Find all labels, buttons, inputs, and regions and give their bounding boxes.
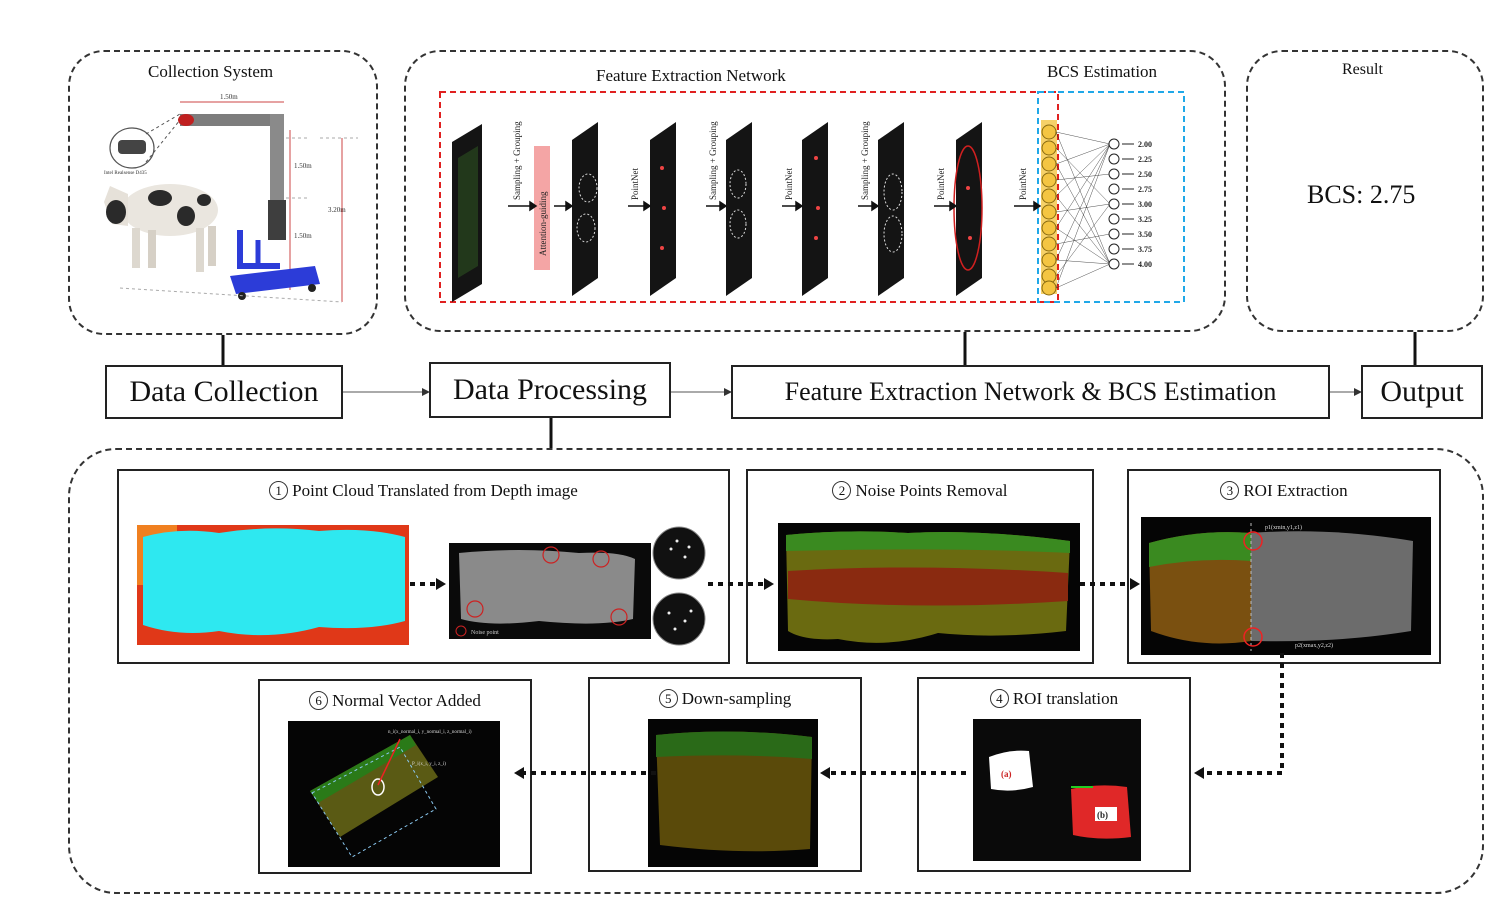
bcs-out-8: 4.00 <box>1138 260 1152 269</box>
rig-label-width: 1.50m <box>220 93 238 101</box>
step-1-label: Point Cloud Translated from Depth image <box>292 481 578 500</box>
step-1-panel: 1 Point Cloud Translated from Depth image… <box>117 469 730 664</box>
stage-output: Output <box>1361 365 1483 419</box>
roi-tag-a: (a) <box>1001 769 1012 779</box>
feature-network-diagram: Attention-guiding Sampling + Grouping Po… <box>439 91 1185 303</box>
step-4-label: ROI translation <box>1012 689 1119 708</box>
collection-rig-illustration: 1.50m 1.50m 1.50m 3.20m Intel Realsense … <box>104 93 358 303</box>
rig-label-upper: 1.50m <box>294 162 312 170</box>
step-5-panel: 5 Down-sampling <box>588 677 862 872</box>
bcs-out-7: 3.75 <box>1138 245 1152 254</box>
camera-label: Intel Realsense D435 <box>104 171 147 176</box>
step-2-panel: 2 Noise Points Removal <box>746 469 1094 664</box>
step-1-number: 1 <box>269 481 289 500</box>
feature-network-panel <box>404 50 1226 332</box>
step-2-title: 2 Noise Points Removal <box>748 481 1092 501</box>
net-label-pn3: PointNet <box>936 167 946 200</box>
result-value: BCS: 2.75 <box>1307 180 1416 209</box>
step-3-number: 3 <box>1220 481 1240 500</box>
step-3-panel: 3 ROI Extraction p1(xmin,y1,z1) p2(xmax,y… <box>1127 469 1441 664</box>
step-5-graphics <box>648 719 818 867</box>
collection-system-title: Collection System <box>148 62 274 81</box>
step-4-graphics: (a) (b) <box>973 719 1141 861</box>
bcs-out-4: 3.00 <box>1138 200 1152 209</box>
step-1-graphics: Noise point <box>137 525 706 646</box>
rig-label-lower: 1.50m <box>294 232 312 240</box>
step-5-number: 5 <box>658 689 678 708</box>
bcs-out-1: 2.25 <box>1138 155 1152 164</box>
stage-feature-bcs: Feature Extraction Network & BCS Estimat… <box>731 365 1330 419</box>
step-6-title: 6 Normal Vector Added <box>260 691 530 711</box>
roi-tag-b: (b) <box>1097 810 1108 820</box>
step-2-graphics <box>778 523 1080 651</box>
stage-data-collection: Data Collection <box>105 365 343 419</box>
step-2-label: Noise Points Removal <box>855 481 1008 500</box>
result-title: Result <box>1342 61 1383 78</box>
collection-system-panel <box>68 50 378 335</box>
attention-label: Attention-guiding <box>538 191 548 256</box>
net-label-sg2: Sampling + Grouping <box>708 121 718 200</box>
feature-network-title: Feature Extraction Network <box>596 66 786 85</box>
cow-illustration <box>104 184 218 272</box>
noise-legend: Noise point <box>471 630 499 636</box>
step-4-panel: 4 ROI translation (a) (b) <box>917 677 1191 872</box>
roi-point-1: p1(xmin,y1,z1) <box>1265 524 1302 531</box>
net-label-sg3: Sampling + Grouping <box>860 121 870 200</box>
normal-vector-label: n_i(x_normal_i, y_normal_i, z_normal_i) <box>388 730 472 735</box>
step-2-number: 2 <box>832 481 852 500</box>
step-5-label: Down-sampling <box>681 689 792 708</box>
step-4-number: 4 <box>989 689 1009 708</box>
step-6-number: 6 <box>309 691 329 710</box>
stage-data-processing: Data Processing <box>429 362 671 418</box>
step-3-graphics: p1(xmin,y1,z1) p2(xmax,y2,z2) <box>1141 517 1431 655</box>
net-label-pn2: PointNet <box>784 167 794 200</box>
rig-label-height: 3.20m <box>328 206 346 214</box>
net-label-pn4: PointNet <box>1018 167 1028 200</box>
bcs-out-6: 3.50 <box>1138 230 1152 239</box>
bcs-out-0: 2.00 <box>1138 140 1152 149</box>
net-label-sg1: Sampling + Grouping <box>512 121 522 200</box>
roi-point-2: p2(xmax,y2,z2) <box>1295 642 1333 649</box>
step-6-panel: 6 Normal Vector Added n_i(x_normal_i, y_n… <box>258 679 532 874</box>
step-6-label: Normal Vector Added <box>332 691 481 710</box>
step-6-graphics: n_i(x_normal_i, y_normal_i, z_normal_i) … <box>288 721 500 867</box>
step-5-title: 5 Down-sampling <box>590 689 860 709</box>
net-label-pn1: PointNet <box>630 167 640 200</box>
bcs-out-2: 2.50 <box>1138 170 1152 179</box>
step-4-title: 4 ROI translation <box>919 689 1189 709</box>
step-3-label: ROI Extraction <box>1243 481 1348 500</box>
point-label: P_i(x_i, y_i, z_i) <box>412 762 446 767</box>
bcs-out-5: 3.25 <box>1138 215 1152 224</box>
step-3-title: 3 ROI Extraction <box>1129 481 1439 501</box>
step-1-title: 1 Point Cloud Translated from Depth image <box>119 481 728 501</box>
processing-panel <box>68 448 1484 894</box>
bcs-out-3: 2.75 <box>1138 185 1152 194</box>
bcs-estimation-title: BCS Estimation <box>1047 62 1158 81</box>
result-panel <box>1246 50 1484 332</box>
